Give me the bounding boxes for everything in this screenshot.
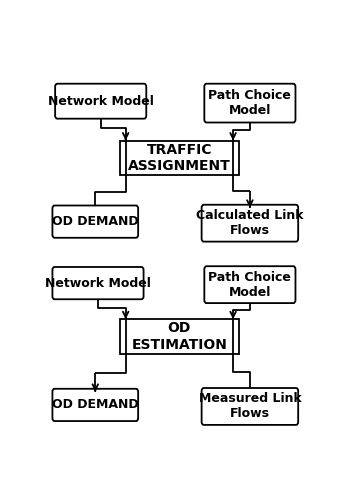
Text: Network Model: Network Model [45,276,151,289]
Text: Path Choice
Model: Path Choice Model [209,270,291,299]
Text: Path Choice
Model: Path Choice Model [209,89,291,117]
FancyBboxPatch shape [52,206,138,238]
Text: TRAFFIC
ASSIGNMENT: TRAFFIC ASSIGNMENT [128,143,231,173]
Text: OD DEMAND: OD DEMAND [52,398,139,411]
FancyBboxPatch shape [55,84,146,119]
Text: Calculated Link
Flows: Calculated Link Flows [196,209,304,237]
FancyBboxPatch shape [202,388,298,425]
Bar [120,319,239,354]
Bar [120,141,239,175]
Text: OD
ESTIMATION: OD ESTIMATION [132,321,227,352]
Text: Measured Link
Flows: Measured Link Flows [198,392,301,421]
FancyBboxPatch shape [52,389,138,421]
FancyBboxPatch shape [204,84,295,123]
FancyBboxPatch shape [202,205,298,242]
Text: OD DEMAND: OD DEMAND [52,215,139,228]
FancyBboxPatch shape [52,267,144,299]
Text: Network Model: Network Model [48,95,154,108]
FancyBboxPatch shape [204,266,295,303]
